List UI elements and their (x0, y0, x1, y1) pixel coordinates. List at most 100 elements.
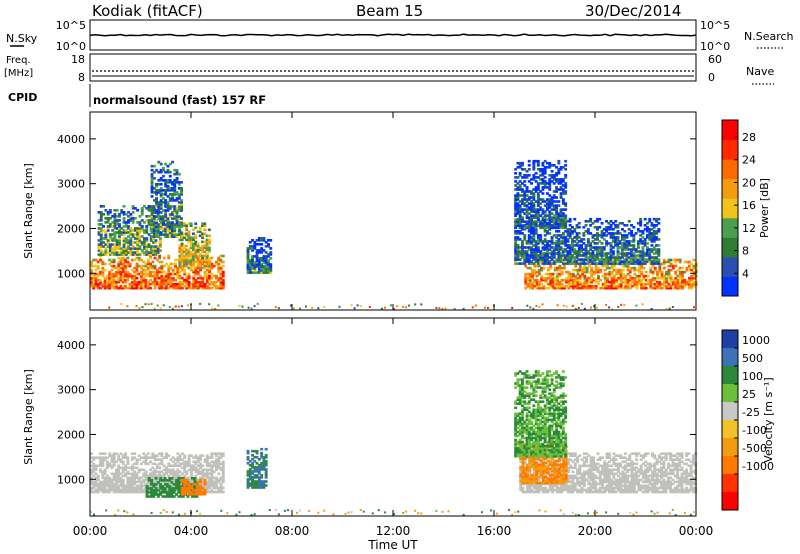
power-cell (119, 262, 123, 266)
power-cell (580, 238, 583, 241)
power-cell (180, 244, 184, 248)
power-cell (111, 233, 115, 236)
power-cell (208, 270, 212, 274)
power-cell (541, 226, 545, 230)
power-cell (215, 280, 218, 284)
power-cell (648, 217, 652, 221)
power-cell (207, 242, 211, 246)
power-cell (110, 280, 114, 284)
velocity-cell (255, 462, 259, 465)
velocity-cell (210, 476, 214, 480)
power-cell (657, 217, 661, 221)
power-cell (637, 278, 641, 282)
power-cell (168, 179, 172, 182)
power-cell (203, 282, 207, 286)
power-cell (140, 207, 144, 210)
power-cell (575, 262, 579, 265)
velocity-cell (105, 484, 109, 488)
power-cell (187, 230, 191, 234)
velocity-cell (160, 462, 164, 466)
velocity-cell (208, 476, 212, 480)
velocity-cell (177, 487, 181, 490)
power-cell (133, 258, 137, 262)
power-cell (153, 264, 157, 268)
power-cell (606, 276, 609, 280)
power-cell (180, 234, 184, 238)
power-cell (194, 268, 198, 272)
velocity-cell (158, 466, 162, 470)
power-cell (269, 257, 273, 260)
power-cell (175, 233, 179, 236)
velocity-cell (219, 452, 223, 455)
power-cell (560, 286, 564, 290)
power-cell (264, 259, 268, 262)
power-cell (251, 249, 254, 252)
power-cell (557, 222, 561, 225)
power-cell (616, 252, 620, 255)
power-cell (246, 247, 250, 250)
power-cell (564, 214, 568, 217)
power-cell (199, 268, 202, 272)
power-cell (550, 196, 554, 199)
velocity-cell (168, 491, 172, 494)
velocity-cell (155, 478, 159, 482)
power-cell (180, 181, 183, 184)
power-cell (669, 274, 673, 278)
power-cell (636, 244, 640, 247)
power-cell (593, 248, 597, 251)
velocity-cell (219, 466, 223, 470)
power-cell (651, 272, 655, 276)
power-cell (483, 306, 486, 309)
power-cell (572, 280, 575, 284)
velocity-cell (251, 462, 254, 465)
velocity-cell (201, 464, 205, 468)
velocity-cell (105, 456, 109, 459)
power-cell (194, 270, 198, 274)
power-cell (166, 221, 170, 224)
velocity-cell (130, 474, 134, 478)
power-cell (550, 202, 554, 205)
power-cell (543, 262, 547, 265)
power-cell (155, 201, 158, 204)
power-cell (159, 223, 163, 226)
power-cell (97, 211, 101, 214)
power-cell (589, 252, 593, 255)
power-cell (103, 284, 107, 288)
power-colorbar-tick-label: 8 (742, 245, 749, 258)
velocity-cell (144, 460, 148, 464)
velocity-cell (90, 460, 93, 464)
velocity-cell (217, 488, 221, 492)
power-cell (516, 222, 520, 225)
power-cell (593, 256, 597, 259)
power-cell (111, 247, 115, 250)
power-cell (124, 253, 128, 256)
velocity-cell (196, 492, 200, 496)
power-cell (642, 286, 646, 290)
power-cell (669, 268, 673, 272)
power-cell (99, 205, 103, 208)
power-cell (150, 227, 154, 230)
power-cell (548, 226, 552, 230)
power-cell (605, 228, 608, 231)
power-cell (152, 253, 155, 256)
velocity-cell (180, 490, 184, 494)
velocity-cell (151, 466, 155, 470)
velocity-cell (108, 452, 112, 455)
power-cell (137, 280, 141, 284)
power-cell (99, 235, 103, 238)
velocity-cell (149, 472, 152, 476)
power-cell (138, 231, 142, 234)
velocity-cell (156, 495, 160, 498)
power-cell (138, 235, 142, 238)
velocity-cell (117, 476, 121, 480)
power-cell (185, 286, 189, 290)
velocity-cell (169, 472, 173, 476)
power-cell (203, 222, 207, 225)
velocity-cell (119, 482, 123, 486)
power-cell (592, 270, 596, 274)
velocity-cell (205, 488, 209, 492)
velocity-cell (221, 462, 225, 466)
power-cell (207, 238, 211, 242)
power-cell (192, 256, 195, 260)
power-cell (527, 159, 531, 163)
